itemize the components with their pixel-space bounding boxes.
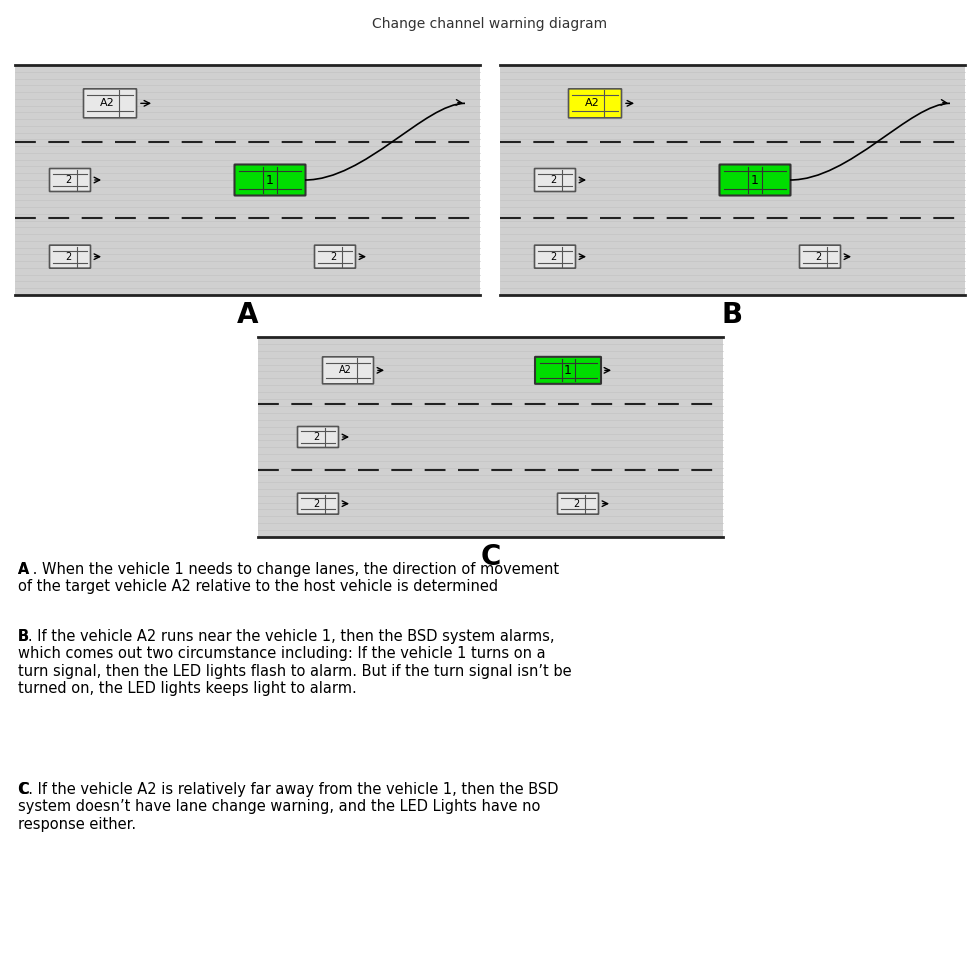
Text: 2: 2	[313, 498, 319, 509]
Text: 2: 2	[330, 252, 336, 262]
FancyBboxPatch shape	[534, 245, 575, 268]
Bar	[15, 65, 480, 295]
FancyBboxPatch shape	[50, 168, 90, 191]
Text: 2: 2	[550, 252, 556, 262]
Text: A . When the vehicle 1 needs to change lanes, the direction of movement
of the t: A . When the vehicle 1 needs to change l…	[18, 562, 560, 594]
FancyBboxPatch shape	[800, 245, 841, 268]
Text: B. If the vehicle A2 runs near the vehicle 1, then the BSD system alarms,
which : B. If the vehicle A2 runs near the vehic…	[18, 629, 571, 697]
Text: A2: A2	[100, 99, 115, 108]
Text: A: A	[18, 562, 29, 577]
Text: 2: 2	[65, 175, 72, 185]
Text: 2: 2	[65, 252, 72, 262]
Text: 1: 1	[564, 363, 572, 377]
FancyBboxPatch shape	[298, 427, 338, 447]
Bar	[500, 65, 965, 295]
FancyBboxPatch shape	[234, 164, 306, 195]
Text: 1: 1	[751, 174, 759, 187]
Bar	[258, 337, 723, 537]
Text: B: B	[18, 629, 29, 644]
Text: Change channel warning diagram: Change channel warning diagram	[372, 17, 608, 31]
Text: A2: A2	[585, 99, 600, 108]
FancyBboxPatch shape	[719, 164, 791, 195]
FancyBboxPatch shape	[534, 168, 575, 191]
Text: C: C	[480, 543, 501, 571]
Text: 2: 2	[313, 432, 319, 442]
FancyBboxPatch shape	[322, 357, 373, 384]
FancyBboxPatch shape	[315, 245, 356, 268]
Text: 2: 2	[815, 252, 821, 262]
Text: A: A	[237, 301, 259, 329]
FancyBboxPatch shape	[50, 245, 90, 268]
FancyBboxPatch shape	[83, 89, 136, 118]
Text: A2: A2	[339, 365, 352, 375]
FancyBboxPatch shape	[535, 357, 601, 384]
Text: 1: 1	[266, 174, 274, 187]
FancyBboxPatch shape	[558, 493, 599, 514]
Text: B: B	[722, 301, 743, 329]
FancyBboxPatch shape	[568, 89, 621, 118]
Text: C: C	[18, 782, 28, 797]
FancyBboxPatch shape	[298, 493, 338, 514]
Text: 2: 2	[573, 498, 579, 509]
Text: C. If the vehicle A2 is relatively far away from the vehicle 1, then the BSD
sys: C. If the vehicle A2 is relatively far a…	[18, 782, 559, 831]
Text: 2: 2	[550, 175, 556, 185]
